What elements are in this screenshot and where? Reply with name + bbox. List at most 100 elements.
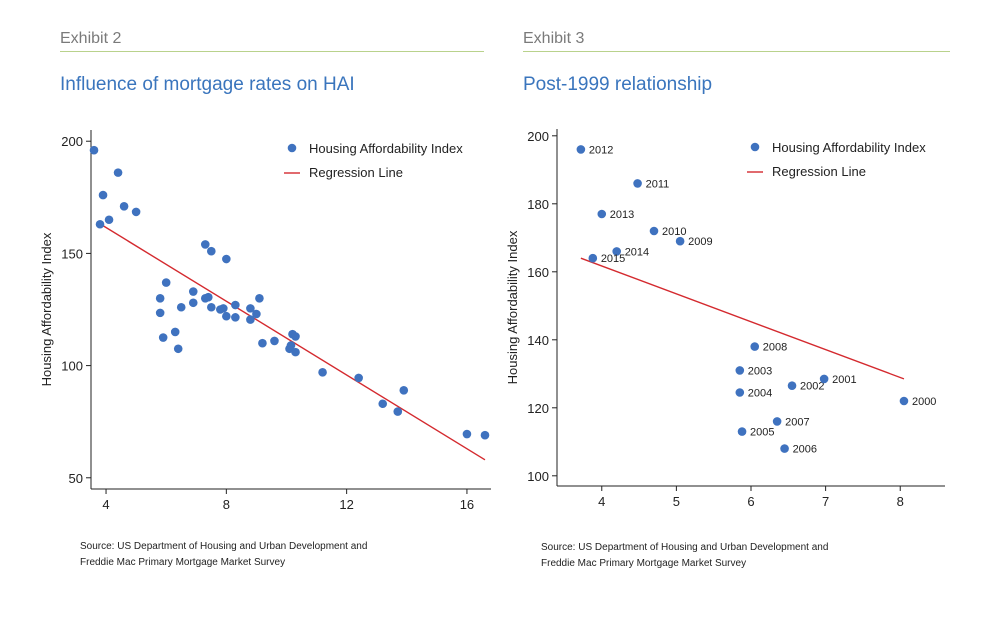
point-label: 2010 bbox=[662, 226, 686, 238]
y-tick-label: 100 bbox=[61, 359, 83, 374]
data-point bbox=[576, 145, 586, 154]
source-line: Source: US Department of Housing and Urb… bbox=[80, 541, 368, 552]
data-point bbox=[354, 373, 363, 383]
data-point bbox=[200, 240, 210, 249]
point-label: 2009 bbox=[688, 236, 712, 248]
data-point bbox=[203, 292, 213, 302]
data-point bbox=[780, 444, 789, 453]
data-point bbox=[737, 427, 747, 436]
point-label: 2005 bbox=[750, 427, 774, 439]
exhibit-label: Exhibit 3 bbox=[523, 30, 585, 47]
y-tick-label: 120 bbox=[527, 401, 549, 416]
data-point bbox=[675, 236, 685, 246]
data-point bbox=[393, 407, 403, 416]
x-tick-label: 8 bbox=[897, 494, 904, 509]
data-point bbox=[787, 381, 797, 391]
data-point bbox=[246, 304, 255, 313]
data-point bbox=[258, 338, 267, 348]
legend-label: Regression Line bbox=[309, 165, 403, 180]
data-point bbox=[252, 309, 261, 319]
y-tick-label: 150 bbox=[61, 246, 83, 261]
point-label: 2014 bbox=[625, 246, 649, 258]
x-tick-label: 4 bbox=[598, 494, 605, 509]
point-label: 2012 bbox=[589, 144, 613, 156]
data-point bbox=[735, 366, 745, 375]
data-point bbox=[735, 388, 745, 397]
data-point bbox=[318, 368, 327, 377]
source-line: Freddie Mac Primary Mortgage Market Surv… bbox=[541, 558, 747, 569]
data-point bbox=[612, 247, 621, 256]
x-tick-label: 7 bbox=[822, 494, 829, 509]
legend-label: Housing Affordability Index bbox=[772, 140, 926, 155]
data-point bbox=[176, 302, 186, 312]
data-point bbox=[462, 429, 472, 439]
data-point bbox=[113, 168, 123, 177]
data-point bbox=[291, 347, 300, 357]
data-point bbox=[819, 374, 829, 384]
regression-line bbox=[96, 221, 486, 461]
y-tick-label: 200 bbox=[527, 129, 549, 144]
header-rule bbox=[523, 51, 950, 52]
y-tick-label: 180 bbox=[527, 197, 549, 212]
data-point bbox=[633, 179, 642, 188]
data-point bbox=[480, 430, 490, 440]
data-point bbox=[286, 341, 296, 350]
point-label: 2011 bbox=[646, 178, 670, 190]
source-line: Freddie Mac Primary Mortgage Market Surv… bbox=[80, 557, 286, 568]
data-point bbox=[588, 253, 598, 263]
data-point bbox=[161, 278, 171, 287]
data-point bbox=[899, 396, 909, 406]
data-point bbox=[131, 207, 141, 217]
x-tick-label: 16 bbox=[460, 497, 474, 512]
x-tick-label: 12 bbox=[339, 497, 353, 512]
source-note: Source: US Department of Housing and Urb… bbox=[541, 540, 828, 572]
legend-label: Regression Line bbox=[772, 164, 866, 179]
point-label: 2007 bbox=[785, 416, 809, 428]
data-point bbox=[231, 313, 240, 322]
data-point bbox=[98, 190, 108, 200]
regression-line bbox=[580, 257, 905, 380]
data-point bbox=[378, 399, 388, 409]
legend-marker bbox=[287, 143, 297, 153]
x-tick-label: 5 bbox=[673, 494, 680, 509]
data-point bbox=[158, 333, 168, 342]
header-rule bbox=[60, 51, 484, 52]
point-label: 2006 bbox=[793, 444, 817, 456]
point-label: 2008 bbox=[763, 342, 787, 354]
exhibit-label: Exhibit 2 bbox=[60, 30, 122, 47]
point-label: 2002 bbox=[800, 381, 824, 393]
data-point bbox=[188, 298, 198, 308]
data-point bbox=[104, 215, 114, 225]
legend-marker bbox=[750, 142, 760, 152]
data-point bbox=[222, 254, 231, 264]
data-point bbox=[119, 201, 129, 211]
chart-title: Post-1999 relationship bbox=[523, 74, 713, 95]
y-tick-label: 160 bbox=[527, 265, 549, 280]
y-axis-label: Housing Affordability Index bbox=[505, 230, 520, 384]
y-tick-label: 200 bbox=[61, 134, 83, 149]
x-tick-label: 6 bbox=[747, 494, 754, 509]
data-point bbox=[772, 417, 782, 426]
data-point bbox=[399, 385, 409, 395]
x-tick-label: 8 bbox=[223, 497, 230, 512]
data-point bbox=[270, 336, 279, 346]
data-point bbox=[219, 304, 228, 313]
x-tick-label: 4 bbox=[102, 497, 109, 512]
data-point bbox=[649, 226, 659, 236]
point-label: 2001 bbox=[832, 374, 856, 386]
data-point bbox=[95, 219, 105, 229]
y-tick-label: 140 bbox=[527, 333, 549, 348]
data-point bbox=[222, 311, 231, 321]
data-point bbox=[231, 300, 240, 310]
point-label: 2013 bbox=[610, 209, 634, 221]
source-note: Source: US Department of Housing and Urb… bbox=[80, 539, 367, 571]
data-point bbox=[207, 246, 216, 256]
data-point bbox=[750, 342, 760, 351]
data-point bbox=[207, 302, 216, 312]
data-point bbox=[170, 327, 180, 337]
data-point bbox=[291, 332, 300, 341]
point-label: 2000 bbox=[912, 396, 936, 408]
source-line: Source: US Department of Housing and Urb… bbox=[541, 542, 829, 553]
data-point bbox=[89, 145, 99, 155]
